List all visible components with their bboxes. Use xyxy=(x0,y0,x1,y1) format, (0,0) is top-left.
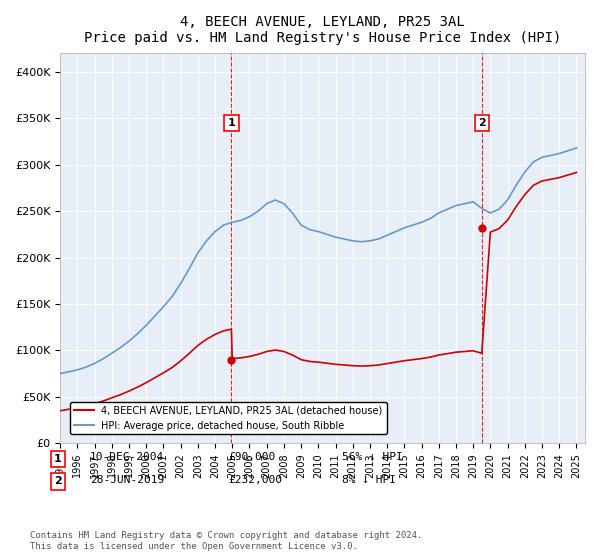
Text: 56% ↓ HPI: 56% ↓ HPI xyxy=(342,452,403,463)
Text: 2: 2 xyxy=(54,477,62,487)
Text: 2: 2 xyxy=(478,118,485,128)
Text: 1: 1 xyxy=(227,118,235,128)
Point xyxy=(477,223,487,232)
Text: 1: 1 xyxy=(54,454,62,464)
Legend: 4, BEECH AVENUE, LEYLAND, PR25 3AL (detached house), HPI: Average price, detache: 4, BEECH AVENUE, LEYLAND, PR25 3AL (deta… xyxy=(70,402,386,435)
Point xyxy=(227,355,236,364)
Text: £232,000: £232,000 xyxy=(228,475,282,485)
Text: Contains HM Land Registry data © Crown copyright and database right 2024.
This d: Contains HM Land Registry data © Crown c… xyxy=(30,531,422,551)
Text: £90,000: £90,000 xyxy=(228,452,275,463)
Text: 10-DEC-2004: 10-DEC-2004 xyxy=(90,452,164,463)
Text: 8% ↓ HPI: 8% ↓ HPI xyxy=(342,475,396,485)
Text: 28-JUN-2019: 28-JUN-2019 xyxy=(90,475,164,485)
Title: 4, BEECH AVENUE, LEYLAND, PR25 3AL
Price paid vs. HM Land Registry's House Price: 4, BEECH AVENUE, LEYLAND, PR25 3AL Price… xyxy=(84,15,561,45)
